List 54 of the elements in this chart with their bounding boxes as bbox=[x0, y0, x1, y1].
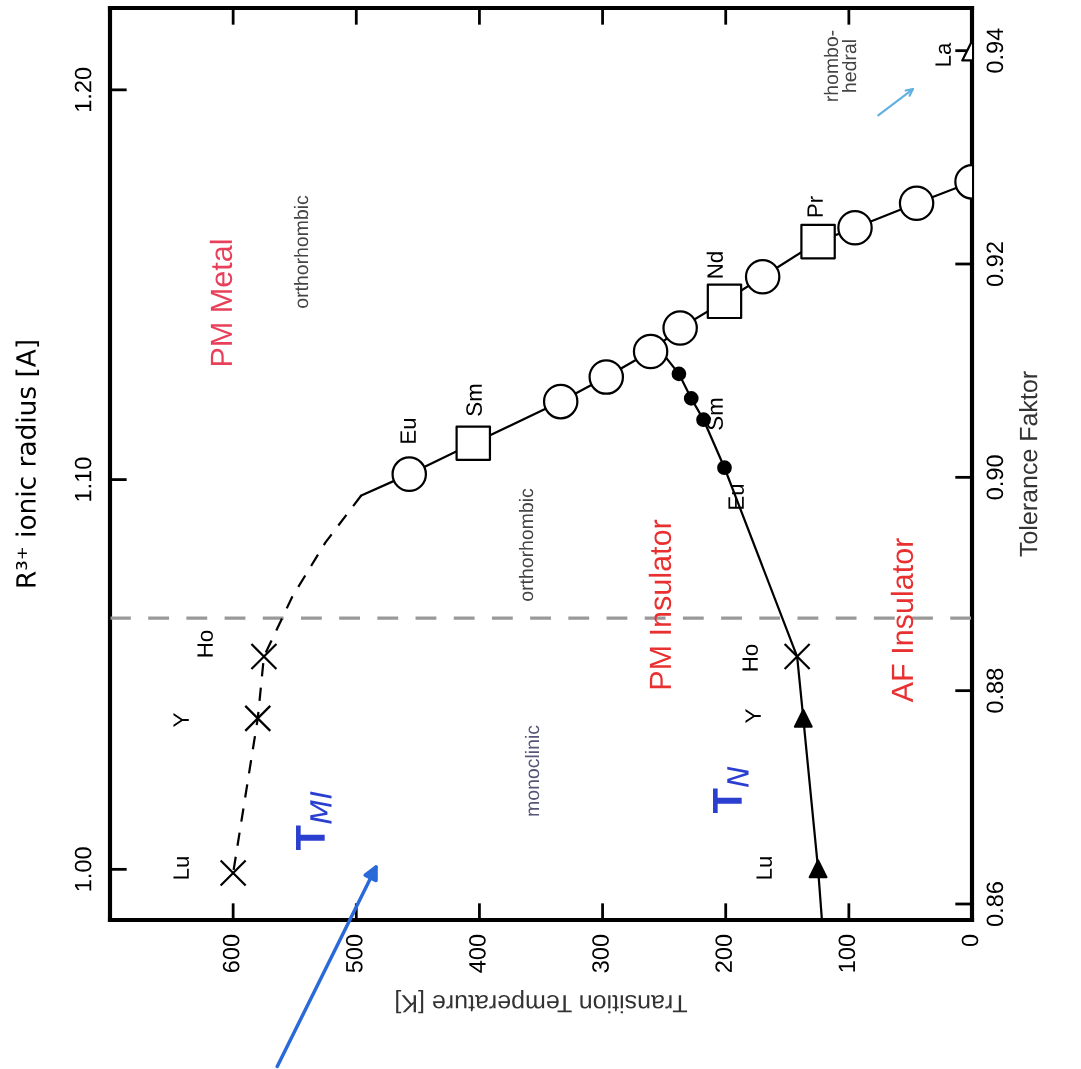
point bbox=[542, 383, 579, 420]
y2-tick-label: 0.86 bbox=[986, 882, 1004, 927]
annotation: AF Insulator bbox=[890, 538, 914, 703]
annotation: Y bbox=[745, 709, 761, 723]
y-tick-label: 1.10 bbox=[74, 457, 92, 501]
point bbox=[898, 185, 935, 221]
point bbox=[744, 259, 781, 295]
x-tick-label: 600 bbox=[222, 934, 240, 973]
annotation: rhombo- hedral bbox=[823, 30, 857, 101]
annotation: monoclinic bbox=[524, 725, 540, 816]
x-tick-label: 200 bbox=[715, 934, 733, 973]
point bbox=[808, 859, 828, 879]
x-axis-title: Transition Temperature [K] bbox=[396, 989, 688, 1014]
annotation: Ho bbox=[742, 644, 758, 671]
annotation: Lu bbox=[173, 857, 189, 879]
point bbox=[391, 456, 428, 492]
annotation: PM Insulator bbox=[648, 519, 672, 689]
annotation: La bbox=[935, 42, 951, 66]
point bbox=[588, 359, 625, 395]
annotation: T$_{N}$ bbox=[713, 766, 749, 814]
x-tick-label: 400 bbox=[469, 934, 486, 973]
point bbox=[683, 391, 699, 406]
x-tick-label: 100 bbox=[838, 934, 856, 972]
annotation: PM Metal bbox=[209, 240, 233, 366]
y-axis-title: R³⁺ ionic radius [A] bbox=[15, 341, 40, 587]
annotation: Nd bbox=[706, 252, 723, 278]
annotation: orthorhombic bbox=[293, 195, 309, 308]
point bbox=[632, 333, 669, 370]
y-tick-label: 1.00 bbox=[74, 847, 92, 891]
y2-tick-label: 0.94 bbox=[986, 28, 1004, 73]
y2-tick-label: 0.92 bbox=[986, 242, 1004, 287]
point bbox=[455, 425, 492, 461]
point bbox=[717, 460, 732, 476]
annotation: Sm bbox=[466, 384, 482, 416]
x-tick-label: 300 bbox=[592, 934, 609, 973]
annotation: orthorhombic bbox=[518, 488, 534, 601]
y2-tick-label: 0.90 bbox=[986, 455, 1004, 500]
annotation: T$_{MI}$ bbox=[296, 791, 332, 850]
annotation: Pr bbox=[807, 196, 823, 217]
annotation: Ho bbox=[197, 630, 213, 657]
y2-axis-title: Tolerance Faktor bbox=[1019, 371, 1038, 557]
point bbox=[662, 310, 698, 346]
point bbox=[671, 366, 687, 382]
y-tick-label: 1.20 bbox=[74, 67, 92, 112]
annotation: Eu bbox=[400, 418, 416, 443]
point bbox=[706, 283, 743, 320]
y2-tick-label: 0.88 bbox=[986, 668, 1004, 713]
annotation: Lu bbox=[756, 857, 772, 879]
x-tick-label: 500 bbox=[345, 934, 363, 973]
annotation: Y bbox=[173, 713, 189, 727]
x-tick-label: 0 bbox=[961, 934, 979, 947]
point bbox=[793, 708, 813, 728]
point bbox=[837, 209, 873, 246]
point bbox=[800, 223, 836, 260]
